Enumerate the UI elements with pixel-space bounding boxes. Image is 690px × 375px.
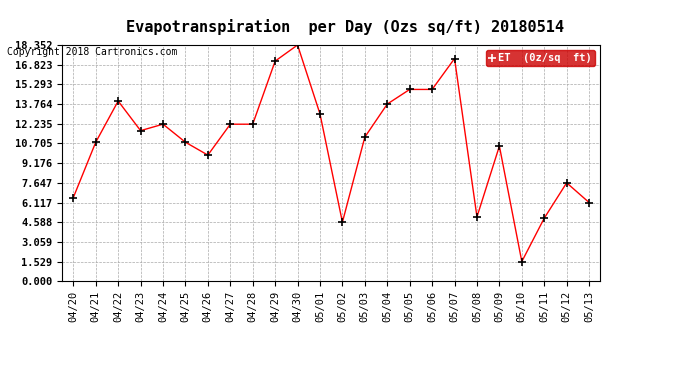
Legend: ET  (0z/sq  ft): ET (0z/sq ft) <box>486 50 595 66</box>
Text: Copyright 2018 Cartronics.com: Copyright 2018 Cartronics.com <box>7 47 177 57</box>
Text: Evapotranspiration  per Day (Ozs sq/ft) 20180514: Evapotranspiration per Day (Ozs sq/ft) 2… <box>126 19 564 35</box>
